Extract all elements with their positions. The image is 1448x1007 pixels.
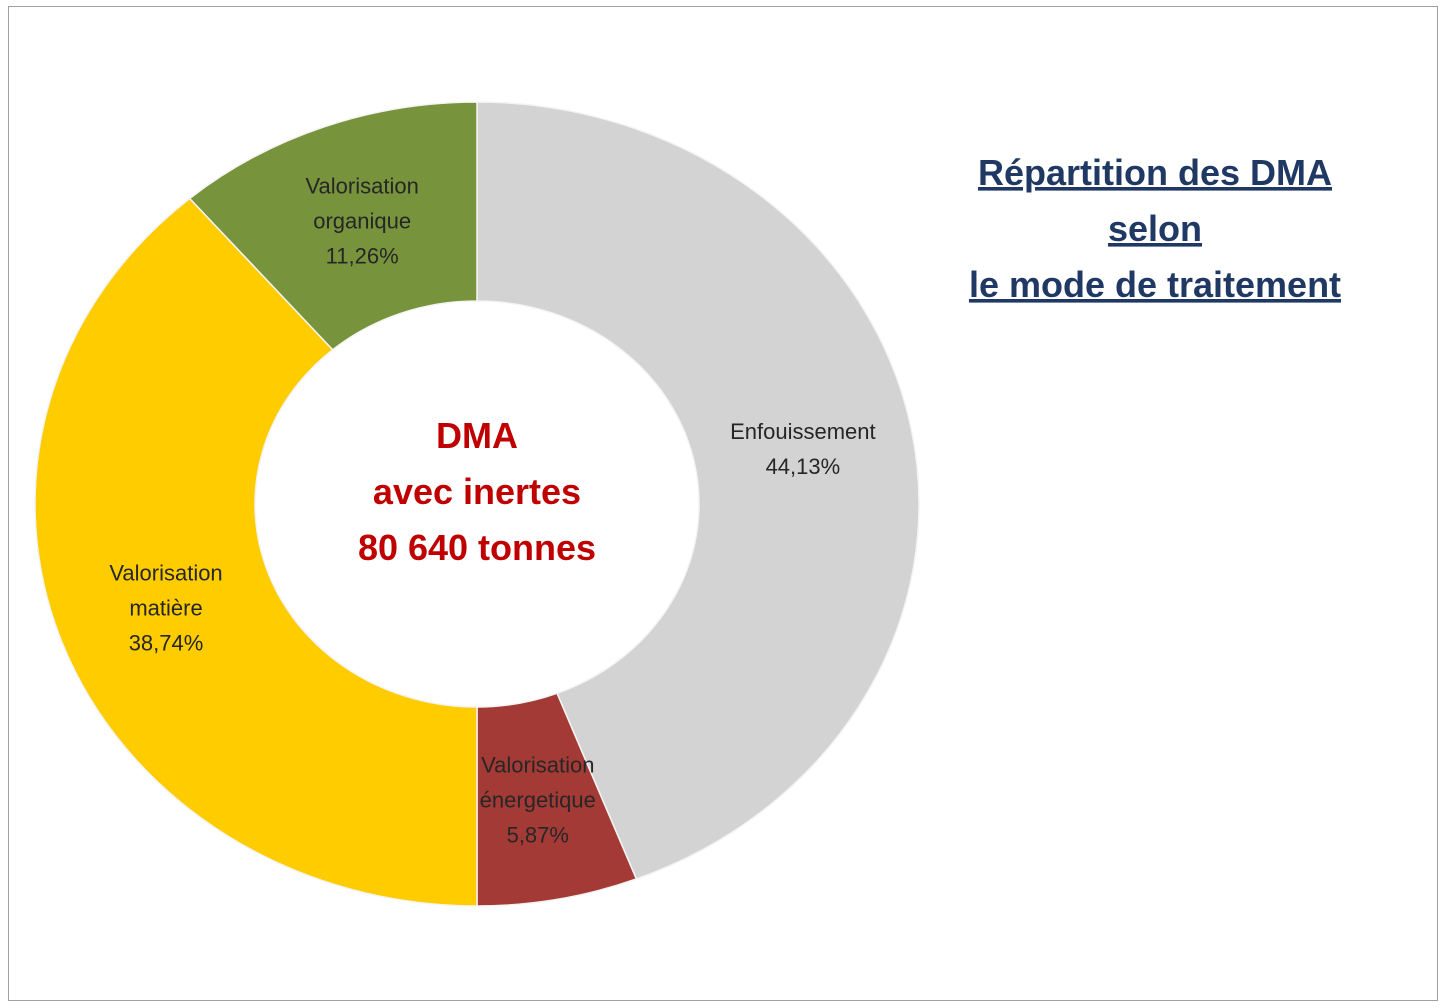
slice (476, 101, 920, 880)
category-label: Valorisation énergetique (479, 752, 596, 813)
category-label: Enfouissement (730, 418, 876, 444)
chart-title: le mode de traitement (969, 264, 1341, 305)
slice-label: Enfouissement 44,13% (730, 414, 876, 484)
frame (8, 6, 1438, 1001)
center-text: 80 640 tonnes (358, 527, 596, 568)
slice-label: Valorisation énergetique 5,87% (480, 748, 596, 853)
value-label: 11,26% (325, 243, 399, 269)
slice-label: Valorisation matière 38,74% (109, 556, 222, 661)
center-text: avec inertes (373, 471, 581, 512)
center-text: DMA (436, 415, 518, 456)
slice (188, 101, 478, 351)
chart-title: Répartition des DMA (978, 152, 1332, 193)
slice (34, 197, 478, 907)
chart-title: selon (1108, 208, 1202, 249)
category-label: Valorisation matière (109, 560, 223, 621)
value-label: 44,13% (765, 453, 841, 479)
slice-label: Valorisation organique 11,26% (305, 169, 418, 274)
value-label: 38,74% (128, 630, 204, 656)
category-label: Valorisation organique (305, 173, 419, 234)
value-label: 5,87% (506, 822, 569, 848)
